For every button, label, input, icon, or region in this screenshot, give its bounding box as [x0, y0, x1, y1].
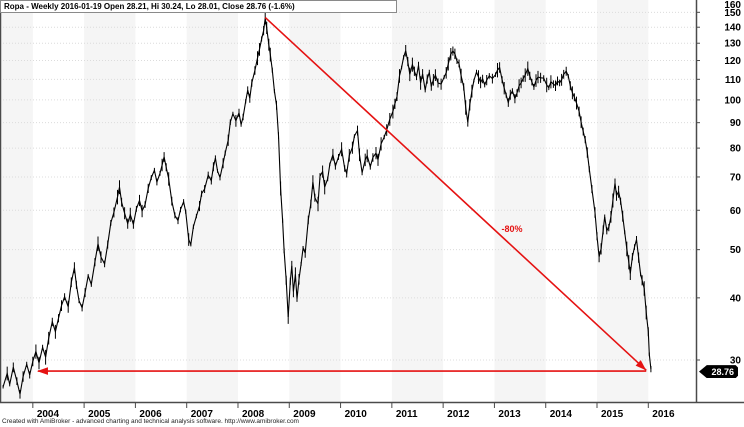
y-axis-label: 70 — [730, 172, 742, 183]
trendline-down[interactable] — [264, 16, 647, 371]
amibroker-credit-text: Created with AmiBroker - advanced charti… — [2, 418, 299, 425]
y-axis-label: 120 — [724, 56, 741, 67]
y-axis-label: 60 — [730, 206, 742, 217]
x-axis-label: 2016 — [652, 409, 675, 420]
x-axis-label: 2005 — [88, 409, 111, 420]
year-band — [597, 0, 649, 402]
year-band — [391, 0, 444, 402]
y-axis-label: 160 — [724, 0, 741, 11]
support-arrowhead-icon — [36, 367, 48, 375]
y-axis-label: 50 — [730, 245, 742, 256]
y-axis-label: 100 — [724, 95, 741, 106]
year-band — [186, 0, 238, 402]
y-axis-label: 90 — [730, 118, 742, 129]
x-axis-label: 2012 — [447, 409, 470, 420]
year-band — [84, 0, 136, 402]
last-price-tag: 28.76 — [699, 365, 738, 379]
x-axis-label: 2006 — [139, 409, 162, 420]
year-band — [0, 0, 33, 402]
y-axis-label: 30 — [730, 356, 742, 367]
x-axis-label: 2010 — [345, 409, 368, 420]
y-axis-label: 110 — [725, 75, 742, 86]
x-axis-label: 2009 — [293, 409, 316, 420]
x-axis-label: 2013 — [498, 409, 521, 420]
chart-title: Ropa - Weekly 2016-01-19 Open 28.21, Hi … — [4, 2, 295, 11]
trendline-arrowhead-icon — [635, 360, 647, 371]
x-axis-label: 2008 — [242, 409, 265, 420]
x-axis-label: 2011 — [396, 409, 418, 420]
y-axis-label: 140 — [724, 23, 741, 34]
x-axis-label: 2014 — [550, 409, 573, 420]
decline-percent-label[interactable]: -80% — [501, 224, 523, 235]
year-band — [494, 0, 546, 402]
y-axis-label: 150 — [724, 8, 741, 19]
y-axis-label: 80 — [730, 144, 742, 155]
y-axis-label: 40 — [730, 293, 742, 304]
y-axis-label: 130 — [724, 39, 741, 50]
price-series-path[interactable] — [2, 18, 652, 395]
x-axis-label: 2007 — [191, 409, 214, 420]
x-axis-label: 2015 — [601, 409, 624, 420]
chart-title-bar: Ropa - Weekly 2016-01-19 Open 28.21, Hi … — [0, 0, 397, 13]
x-axis-label: 2004 — [37, 409, 60, 420]
